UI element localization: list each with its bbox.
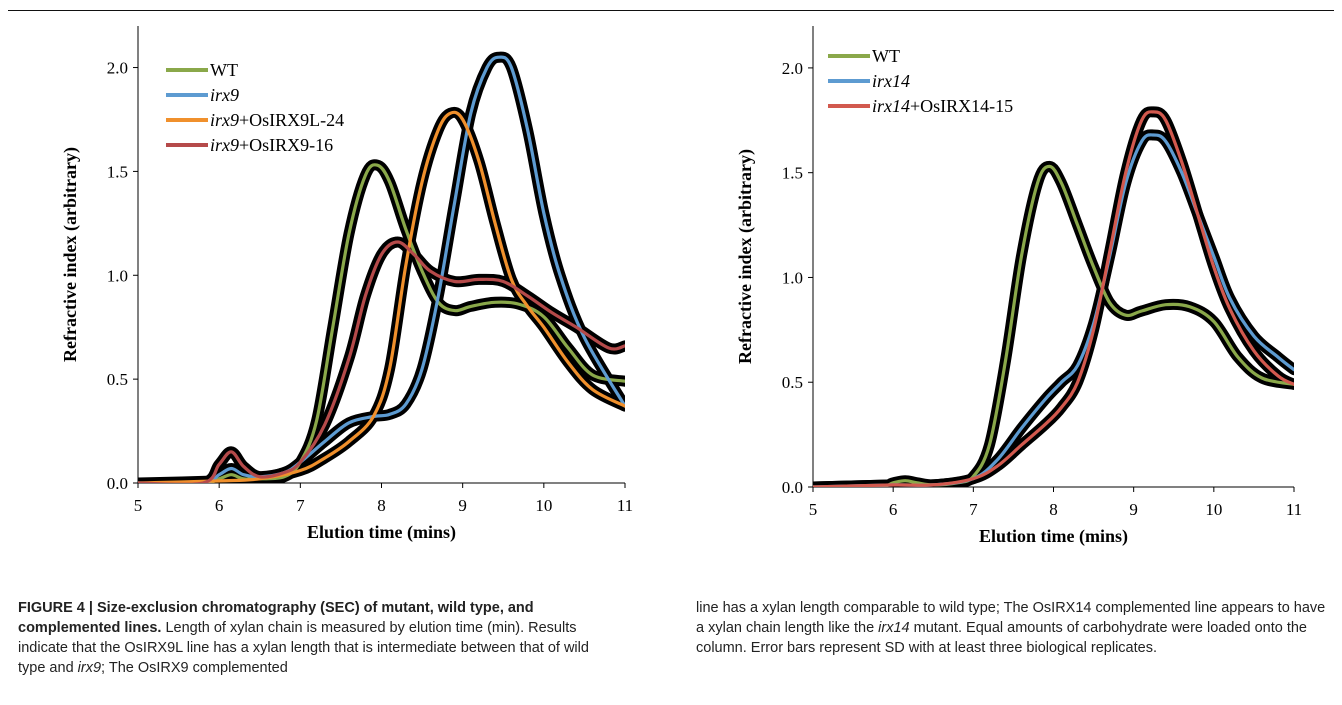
y-tick-label: 2.0 (782, 59, 803, 78)
x-tick-label: 8 (1049, 500, 1058, 519)
plot-area (813, 106, 1294, 487)
error-band (813, 129, 1294, 487)
series-line (813, 164, 1294, 487)
x-tick-label: 9 (1129, 500, 1138, 519)
legend-label-part: irx14 (872, 71, 910, 91)
caption-text-run: irx14 (878, 620, 910, 636)
y-tick-label: 0.0 (107, 474, 128, 493)
y-axis-label: Refractive index (arbitrary) (60, 147, 81, 362)
x-axis-label: Elution time (mins) (307, 522, 456, 543)
legend-label-part: irx9 (210, 85, 239, 105)
error-band (138, 236, 625, 483)
x-tick-label: 10 (1205, 500, 1222, 519)
legend-label: irx9 (210, 85, 239, 105)
x-tick-label: 7 (296, 496, 305, 515)
caption-text-run: Length of xylan chain is measured by elu… (18, 620, 589, 676)
x-tick-label: 5 (809, 500, 818, 519)
x-tick-label: 6 (889, 500, 898, 519)
y-tick-label: 1.0 (782, 268, 803, 287)
caption-label: FIGURE 4 | Size-exclusion chromatography… (18, 600, 534, 636)
caption-text-run: ; The OsIRX9 complemented (101, 660, 288, 676)
legend-label: irx9+OsIRX9-16 (210, 135, 333, 155)
series-line (138, 110, 625, 483)
legend-label-part: +OsIRX9-16 (239, 135, 333, 155)
legend-label-part: +OsIRX14-15 (910, 96, 1013, 116)
plot-area (138, 51, 625, 483)
x-tick-label: 9 (458, 496, 467, 515)
legend-label: WT (872, 46, 900, 66)
y-tick-label: 0.0 (782, 478, 803, 497)
y-axis-label: Refractive index (arbitrary) (735, 149, 756, 364)
caption-text-run: irx9 (77, 660, 102, 676)
x-tick-label: 8 (377, 496, 386, 515)
x-tick-label: 7 (969, 500, 978, 519)
legend-label-part: +OsIRX9L-24 (239, 110, 344, 130)
chart-right-svg: 5 6 7 8 9 10 11 0.0 0.5 1.0 1.5 2.0 Elution time (mi… (735, 26, 1302, 547)
caption-left-column: FIGURE 4 | Size-exclusion chromatography… (18, 598, 618, 678)
legend-label-part: irx14 (872, 96, 910, 116)
caption-right-column: line has a xylan length comparable to wi… (696, 598, 1336, 658)
figure-frame (8, 10, 1334, 694)
error-band (813, 160, 1294, 487)
x-tick-label: 11 (1286, 500, 1302, 519)
x-axis-label: Elution time (mins) (979, 526, 1128, 547)
chart-left: 5 6 7 8 9 10 11 0.0 0.5 1.0 1.5 2.0 Elution time (mi… (8, 18, 648, 578)
series-line (138, 163, 625, 483)
y-tick-label: 0.5 (107, 370, 128, 389)
y-tick-label: 1.0 (107, 266, 128, 285)
legend-label: irx9+OsIRX9L-24 (210, 110, 344, 130)
x-tick-label: 11 (617, 496, 633, 515)
chart-left-svg: 5 6 7 8 9 10 11 0.0 0.5 1.0 1.5 2.0 Elution time (mi… (60, 26, 633, 543)
chart-right: 5 6 7 8 9 10 11 0.0 0.5 1.0 1.5 2.0 Elution time (mi… (688, 18, 1334, 578)
series-line (813, 110, 1294, 487)
legend-label-part: WT (872, 46, 900, 66)
x-tick-label: 6 (215, 496, 224, 515)
y-tick-label: 1.5 (107, 162, 128, 181)
x-tick-label: 5 (134, 496, 143, 515)
y-tick-label: 0.5 (782, 373, 803, 392)
legend-label-part: irx9 (210, 110, 239, 130)
series-line (138, 55, 625, 483)
legend-label-part: irx9 (210, 135, 239, 155)
y-tick-label: 2.0 (107, 59, 128, 78)
caption-right-body: line has a xylan length comparable to wi… (696, 600, 1325, 656)
series-line (138, 240, 625, 483)
series-line (813, 133, 1294, 487)
legend-label: irx14+OsIRX14-15 (872, 96, 1013, 116)
x-tick-label: 10 (535, 496, 552, 515)
legend-label: irx14 (872, 71, 910, 91)
legend-label: WT (210, 60, 238, 80)
y-tick-label: 1.5 (782, 164, 803, 183)
caption-left-body: Length of xylan chain is measured by elu… (18, 620, 589, 676)
caption-text-run: line has a xylan length comparable to wi… (696, 600, 1326, 636)
legend-label-part: WT (210, 60, 238, 80)
caption-text-run: mutant. Equal amounts of carbohydrate we… (696, 620, 1307, 656)
